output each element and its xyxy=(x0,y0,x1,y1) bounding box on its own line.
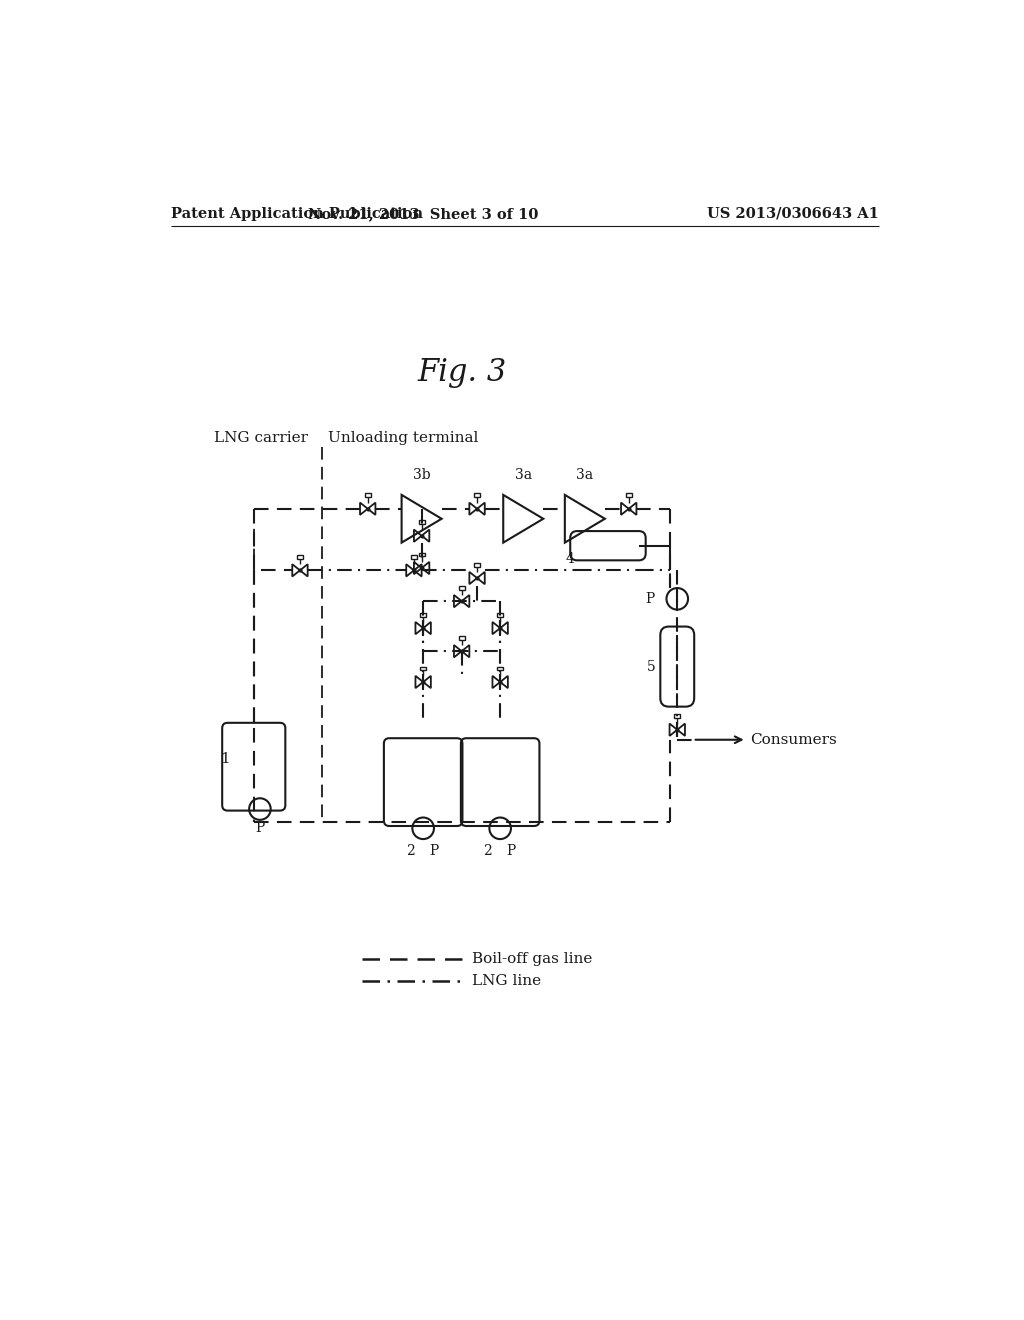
Bar xyxy=(497,612,503,616)
Text: 3a: 3a xyxy=(515,467,531,482)
Text: Patent Application Publication: Patent Application Publication xyxy=(171,207,423,220)
Bar xyxy=(365,494,371,498)
Text: P: P xyxy=(429,845,438,858)
Text: 4: 4 xyxy=(565,552,574,566)
Bar xyxy=(674,714,680,718)
Bar xyxy=(420,667,426,671)
Bar xyxy=(411,554,417,558)
Bar xyxy=(497,667,503,671)
Bar xyxy=(419,553,425,557)
Text: Fig. 3: Fig. 3 xyxy=(417,356,506,388)
Text: US 2013/0306643 A1: US 2013/0306643 A1 xyxy=(708,207,879,220)
Text: P: P xyxy=(255,821,264,836)
Text: Nov. 21, 2013  Sheet 3 of 10: Nov. 21, 2013 Sheet 3 of 10 xyxy=(308,207,539,220)
Text: Unloading terminal: Unloading terminal xyxy=(328,430,478,445)
Bar xyxy=(420,612,426,616)
Text: LNG carrier: LNG carrier xyxy=(214,430,308,445)
Text: 2: 2 xyxy=(483,845,492,858)
Bar xyxy=(626,494,632,498)
Text: Consumers: Consumers xyxy=(751,733,838,747)
Text: 3b: 3b xyxy=(413,467,430,482)
Text: 1: 1 xyxy=(220,752,229,766)
Text: P: P xyxy=(645,591,654,606)
Bar xyxy=(459,636,465,640)
Bar xyxy=(419,520,425,524)
Text: 3a: 3a xyxy=(577,467,594,482)
Bar xyxy=(474,562,480,566)
Text: P: P xyxy=(506,845,515,858)
Text: 5: 5 xyxy=(647,660,655,673)
Bar xyxy=(459,586,465,590)
Bar xyxy=(474,494,480,498)
Text: 2: 2 xyxy=(407,845,415,858)
Text: LNG line: LNG line xyxy=(472,974,541,987)
Text: Boil-off gas line: Boil-off gas line xyxy=(472,952,592,966)
Bar xyxy=(297,554,303,558)
